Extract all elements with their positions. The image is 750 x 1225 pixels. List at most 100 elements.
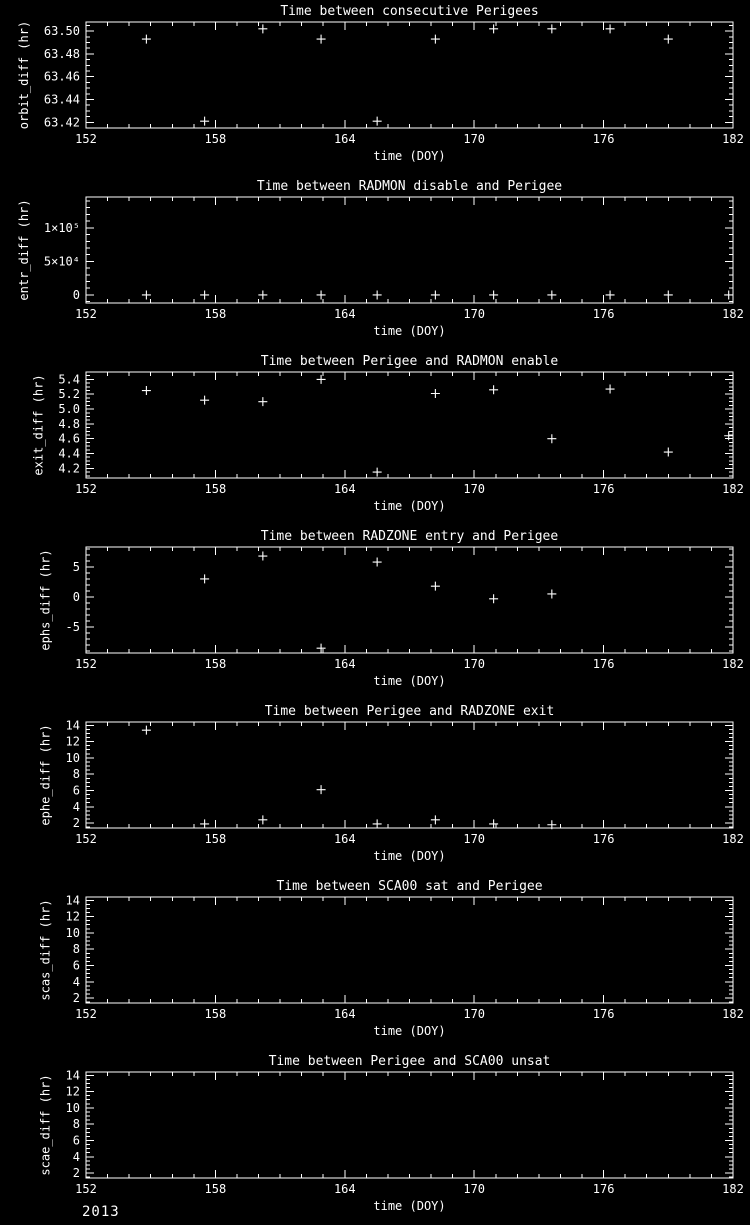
data-point-marker xyxy=(605,290,615,300)
x-tick-label: 164 xyxy=(334,482,356,496)
data-point-marker xyxy=(372,819,382,829)
data-point-marker xyxy=(489,24,499,34)
axes-frame xyxy=(85,896,734,1004)
axes-frame xyxy=(85,721,734,829)
data-point-marker xyxy=(663,447,673,457)
x-axis-title: time (DOY) xyxy=(373,674,445,688)
data-point-marker xyxy=(372,116,382,126)
data-point-marker xyxy=(547,589,557,599)
y-tick-label: 6 xyxy=(73,958,80,972)
x-tick-label: 176 xyxy=(593,1007,615,1021)
x-tick-label: 152 xyxy=(75,657,97,671)
x-tick-label: 158 xyxy=(205,482,227,496)
x-tick-label: 182 xyxy=(722,482,744,496)
x-axis-title: time (DOY) xyxy=(373,1199,445,1213)
y-tick-label: 0 xyxy=(73,288,80,302)
axes-frame xyxy=(85,196,734,304)
data-point-marker xyxy=(200,574,210,584)
plot-title: Time between SCA00 sat and Perigee xyxy=(276,879,542,894)
axes-frame xyxy=(85,21,734,129)
data-point-marker xyxy=(141,290,151,300)
x-tick-label: 182 xyxy=(722,1182,744,1196)
y-axis-title: scas_diff (hr) xyxy=(39,899,53,1000)
plot-time-between-perigee-and-sca00-unsat: Time between Perigee and SCA00 unsat time… xyxy=(39,1054,744,1213)
x-tick-label: 158 xyxy=(205,307,227,321)
data-point-marker xyxy=(258,397,268,407)
data-point-marker xyxy=(258,551,268,561)
data-point-marker xyxy=(489,385,499,395)
data-point-marker xyxy=(316,374,326,384)
x-tick-label: 176 xyxy=(593,482,615,496)
data-point-marker xyxy=(200,290,210,300)
data-point-marker xyxy=(430,388,440,398)
y-tick-label: 63.50 xyxy=(44,24,80,38)
data-point-marker xyxy=(724,290,734,300)
data-point-marker xyxy=(547,290,557,300)
axes-frame xyxy=(85,1071,734,1179)
x-tick-label: 182 xyxy=(722,132,744,146)
x-tick-label: 176 xyxy=(593,307,615,321)
data-point-marker xyxy=(547,24,557,34)
y-tick-label: 2 xyxy=(73,816,80,830)
plot-title: Time between RADMON disable and Perigee xyxy=(257,179,562,194)
x-axis-title: time (DOY) xyxy=(373,849,445,863)
y-tick-label: 12 xyxy=(66,1085,80,1099)
plot-title: Time between Perigee and RADZONE exit xyxy=(265,704,555,719)
data-point-marker xyxy=(316,290,326,300)
y-tick-label: 63.48 xyxy=(44,47,80,61)
y-tick-label: 12 xyxy=(66,735,80,749)
x-tick-label: 152 xyxy=(75,1007,97,1021)
x-tick-label: 152 xyxy=(75,307,97,321)
x-tick-label: 170 xyxy=(463,132,485,146)
x-tick-label: 158 xyxy=(205,832,227,846)
y-tick-label: 63.42 xyxy=(44,115,80,129)
data-point-marker xyxy=(258,24,268,34)
x-tick-label: 158 xyxy=(205,657,227,671)
x-tick-label: 164 xyxy=(334,832,356,846)
y-tick-label: -5 xyxy=(66,620,80,634)
y-tick-label: 10 xyxy=(66,1101,80,1115)
data-points xyxy=(141,725,557,830)
x-tick-label: 170 xyxy=(463,1007,485,1021)
plot-title: Time between Perigee and SCA00 unsat xyxy=(269,1054,551,1069)
x-tick-label: 176 xyxy=(593,832,615,846)
data-point-marker xyxy=(316,34,326,44)
plot-title: Time between Perigee and RADMON enable xyxy=(261,354,559,369)
y-tick-label: 5.0 xyxy=(58,402,80,416)
plot-time-between-consecutive-perigees: Time between consecutive Perigees time (D… xyxy=(17,4,744,163)
data-point-marker xyxy=(547,434,557,444)
y-axis-title: ephs_diff (hr) xyxy=(39,549,53,650)
x-tick-label: 164 xyxy=(334,657,356,671)
y-tick-label: 8 xyxy=(73,767,80,781)
plot-title: Time between consecutive Perigees xyxy=(280,4,538,19)
data-points xyxy=(141,374,734,477)
y-tick-label: 63.46 xyxy=(44,70,80,84)
y-tick-label: 4.4 xyxy=(58,447,80,461)
data-point-marker xyxy=(316,785,326,795)
y-tick-label: 4 xyxy=(73,1150,80,1164)
plot-title: Time between RADZONE entry and Perigee xyxy=(261,529,559,544)
y-tick-label: 12 xyxy=(66,910,80,924)
y-tick-label: 4.8 xyxy=(58,417,80,431)
y-tick-label: 6 xyxy=(73,783,80,797)
y-tick-label: 4.6 xyxy=(58,432,80,446)
data-point-marker xyxy=(489,594,499,604)
data-point-marker xyxy=(489,819,499,829)
y-axis-title: ephe_diff (hr) xyxy=(39,724,53,825)
x-tick-label: 158 xyxy=(205,132,227,146)
x-axis-title: time (DOY) xyxy=(373,499,445,513)
y-axis-title: scae_diff (hr) xyxy=(39,1074,53,1175)
axes-frame xyxy=(85,546,734,654)
y-tick-label: 14 xyxy=(66,893,80,907)
y-tick-label: 4.2 xyxy=(58,461,80,475)
x-tick-label: 152 xyxy=(75,132,97,146)
x-tick-label: 152 xyxy=(75,832,97,846)
x-tick-label: 170 xyxy=(463,307,485,321)
x-tick-label: 164 xyxy=(334,307,356,321)
y-tick-label: 2 xyxy=(73,1166,80,1180)
y-tick-label: 10 xyxy=(66,751,80,765)
x-tick-label: 164 xyxy=(334,1007,356,1021)
x-axis-title: time (DOY) xyxy=(373,1024,445,1038)
x-tick-label: 152 xyxy=(75,1182,97,1196)
